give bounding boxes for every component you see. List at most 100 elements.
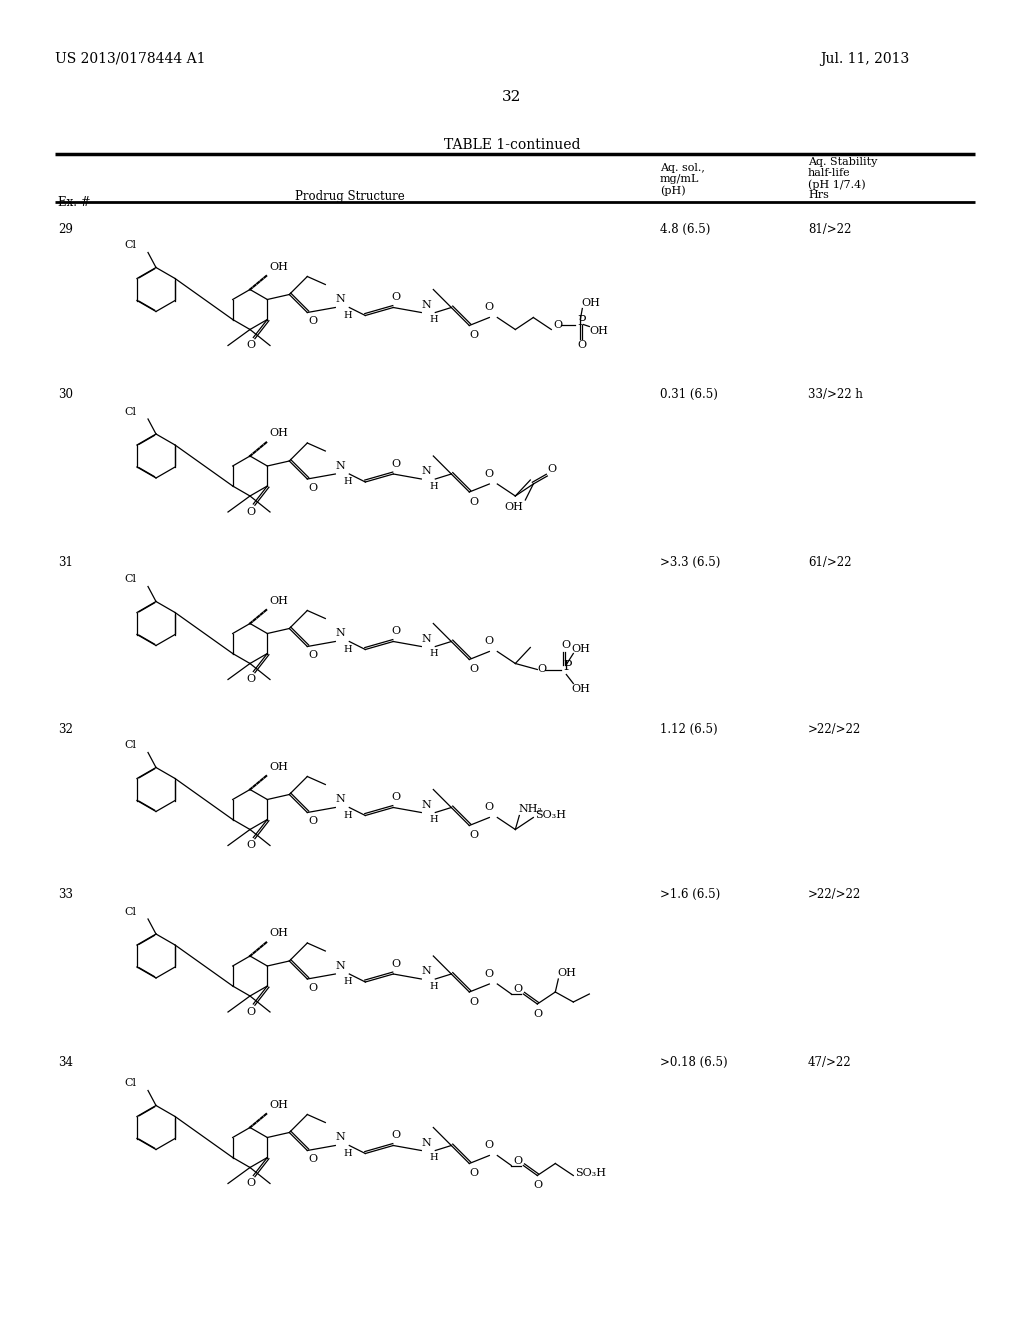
Text: SO₃H: SO₃H [536,809,566,820]
Text: 31: 31 [58,556,73,569]
Text: O: O [391,1130,400,1140]
Text: 32: 32 [58,723,73,737]
Text: N: N [421,634,431,644]
Text: O: O [513,1155,522,1166]
Text: 34: 34 [58,1056,73,1069]
Text: O: O [553,319,562,330]
Text: O: O [484,302,494,313]
Text: O: O [469,498,478,507]
Text: N: N [335,294,345,305]
Text: Cl: Cl [124,907,136,917]
Text: TABLE 1-continued: TABLE 1-continued [443,139,581,152]
Text: >22/>22: >22/>22 [808,888,861,902]
Text: >1.6 (6.5): >1.6 (6.5) [660,888,720,902]
Text: O: O [391,960,400,969]
Text: >3.3 (6.5): >3.3 (6.5) [660,556,720,569]
Text: H: H [429,1154,438,1163]
Text: O: O [469,330,478,341]
Text: P: P [578,315,586,327]
Text: O: O [578,339,587,350]
Text: OH: OH [557,968,577,978]
Text: Prodrug Structure: Prodrug Structure [295,190,404,203]
Text: O: O [469,664,478,675]
Text: O: O [534,1180,543,1191]
Text: O: O [247,1007,256,1016]
Text: Cl: Cl [124,574,136,585]
Text: O: O [247,841,256,850]
Text: O: O [308,483,317,492]
Text: N: N [421,800,431,809]
Text: 32: 32 [503,90,521,104]
Text: OH: OH [582,298,600,309]
Text: OH: OH [269,261,288,272]
Text: 0.31 (6.5): 0.31 (6.5) [660,388,718,401]
Text: OH: OH [269,1100,288,1110]
Text: O: O [247,1179,256,1188]
Text: O: O [391,293,400,302]
Text: O: O [247,675,256,685]
Text: O: O [484,803,494,813]
Text: H: H [343,1148,352,1158]
Text: O: O [308,317,317,326]
Text: H: H [429,816,438,825]
Text: OH: OH [269,762,288,771]
Text: H: H [429,482,438,491]
Text: Ex. #: Ex. # [58,195,91,209]
Text: H: H [429,982,438,991]
Text: 33: 33 [58,888,73,902]
Text: 81/>22: 81/>22 [808,223,851,236]
Text: N: N [335,461,345,471]
Text: >0.18 (6.5): >0.18 (6.5) [660,1056,728,1069]
Text: 1.12 (6.5): 1.12 (6.5) [660,723,718,737]
Text: O: O [484,1140,494,1151]
Text: 4.8 (6.5): 4.8 (6.5) [660,223,711,236]
Text: Aq. Stability: Aq. Stability [808,157,878,168]
Text: O: O [308,983,317,993]
Text: H: H [429,315,438,325]
Text: US 2013/0178444 A1: US 2013/0178444 A1 [55,51,206,66]
Text: OH: OH [269,595,288,606]
Text: H: H [343,810,352,820]
Text: 33/>22 h: 33/>22 h [808,388,863,401]
Text: OH: OH [269,428,288,438]
Text: O: O [534,1008,543,1019]
Text: O: O [538,664,547,675]
Text: O: O [561,639,570,649]
Text: N: N [335,961,345,972]
Text: Cl: Cl [124,240,136,251]
Text: O: O [484,469,494,479]
Text: (pH 1/7.4): (pH 1/7.4) [808,180,865,190]
Text: half-life: half-life [808,168,851,178]
Text: Cl: Cl [124,407,136,417]
Text: O: O [391,459,400,469]
Text: O: O [247,341,256,351]
Text: H: H [343,977,352,986]
Text: Cl: Cl [124,741,136,751]
Text: 61/>22: 61/>22 [808,556,852,569]
Text: H: H [429,649,438,659]
Text: O: O [484,636,494,647]
Text: N: N [335,1133,345,1143]
Text: O: O [469,830,478,841]
Text: N: N [421,966,431,975]
Text: O: O [469,1168,478,1179]
Text: N: N [421,466,431,477]
Text: 30: 30 [58,388,73,401]
Text: O: O [391,627,400,636]
Text: O: O [391,792,400,803]
Text: Jul. 11, 2013: Jul. 11, 2013 [820,51,909,66]
Text: Cl: Cl [124,1078,136,1089]
Text: mg/mL: mg/mL [660,174,699,183]
Text: H: H [343,477,352,486]
Text: N: N [421,1138,431,1147]
Text: 47/>22: 47/>22 [808,1056,852,1069]
Text: NH₂: NH₂ [518,804,542,814]
Text: Aq. sol.,: Aq. sol., [660,162,705,173]
Text: OH: OH [571,644,590,653]
Text: P: P [563,660,571,673]
Text: SO₃H: SO₃H [575,1167,606,1177]
Text: O: O [469,997,478,1007]
Text: O: O [308,817,317,826]
Text: 29: 29 [58,223,73,236]
Text: (pH): (pH) [660,185,686,195]
